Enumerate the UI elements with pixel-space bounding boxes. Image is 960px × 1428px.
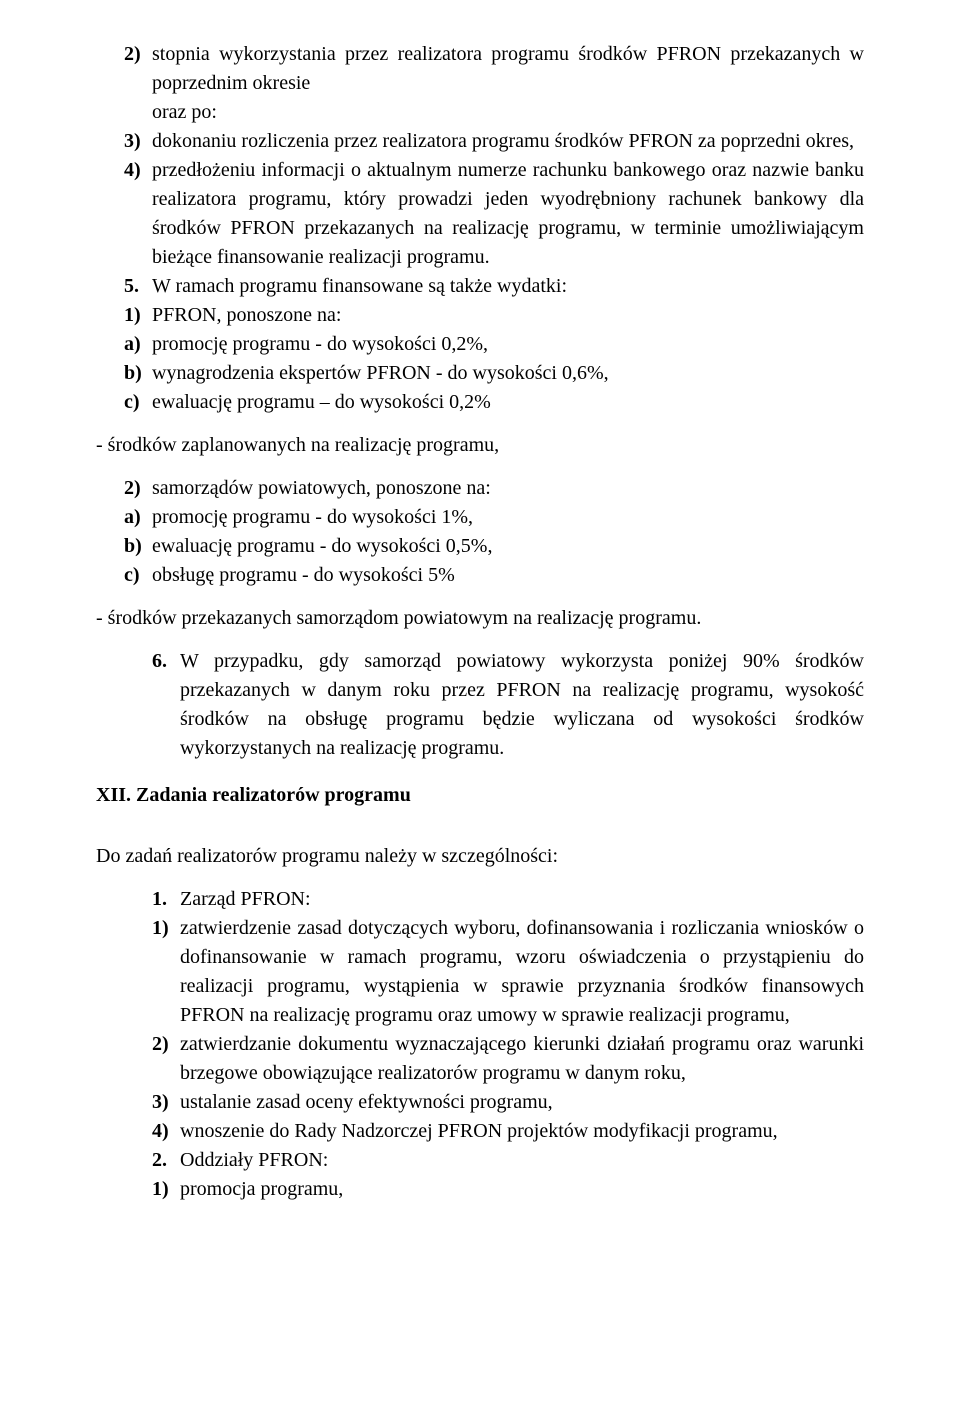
- item-text: PFRON, ponoszone na:: [152, 301, 864, 330]
- document-page: 2) stopnia wykorzystania przez realizato…: [0, 0, 960, 1244]
- list-item: c) obsługę programu - do wysokości 5%: [124, 561, 864, 590]
- item-marker: 6.: [152, 647, 180, 763]
- paragraph-6: 6. W przypadku, gdy samorząd powiatowy w…: [96, 647, 864, 763]
- oraz-po: oraz po:: [124, 98, 864, 127]
- item-text: promocję programu - do wysokości 0,2%,: [152, 330, 864, 359]
- item-text: dokonaniu rozliczenia przez realizatora …: [152, 127, 864, 156]
- list-item: 1. Zarząd PFRON:: [152, 885, 864, 914]
- list-item: 2) stopnia wykorzystania przez realizato…: [124, 40, 864, 98]
- item-marker: 1): [152, 914, 180, 1030]
- section-heading: XII. Zadania realizatorów programu: [96, 781, 864, 810]
- list-item: 1) promocja programu,: [152, 1175, 864, 1204]
- item-text: zatwierdzenie zasad dotyczących wyboru, …: [180, 914, 864, 1030]
- item-marker: c): [124, 388, 152, 417]
- item-marker: 2): [124, 40, 152, 98]
- item-marker: 2): [124, 474, 152, 503]
- item-marker: a): [124, 503, 152, 532]
- item-text: Zarząd PFRON:: [180, 885, 864, 914]
- item-text: W ramach programu finansowane są także w…: [152, 272, 864, 301]
- list-item: 2. Oddziały PFRON:: [152, 1146, 864, 1175]
- dash-line-2: - środków przekazanych samorządom powiat…: [96, 604, 864, 633]
- item-text: wynagrodzenia ekspertów PFRON - do wysok…: [152, 359, 864, 388]
- list-item: a) promocję programu - do wysokości 1%,: [124, 503, 864, 532]
- list-item: c) ewaluację programu – do wysokości 0,2…: [124, 388, 864, 417]
- item-text: wnoszenie do Rady Nadzorczej PFRON proje…: [180, 1117, 864, 1146]
- list-item: b) wynagrodzenia ekspertów PFRON - do wy…: [124, 359, 864, 388]
- item-text: ewaluację programu - do wysokości 0,5%,: [152, 532, 864, 561]
- item-marker: c): [124, 561, 152, 590]
- list-item: b) ewaluację programu - do wysokości 0,5…: [124, 532, 864, 561]
- item-marker: 1): [152, 1175, 180, 1204]
- tasks-block: 1. Zarząd PFRON: 1) zatwierdzenie zasad …: [96, 885, 864, 1204]
- list-item: 4) wnoszenie do Rady Nadzorczej PFRON pr…: [152, 1117, 864, 1146]
- item-text: Oddziały PFRON:: [180, 1146, 864, 1175]
- item-marker: 4): [124, 156, 152, 272]
- item-marker: 5.: [124, 272, 152, 301]
- list-item: 4) przedłożeniu informacji o aktualnym n…: [124, 156, 864, 272]
- item-text: ewaluację programu – do wysokości 0,2%: [152, 388, 864, 417]
- item-text: przedłożeniu informacji o aktualnym nume…: [152, 156, 864, 272]
- list-item: 2) samorządów powiatowych, ponoszone na:: [124, 474, 864, 503]
- list-item: 5. W ramach programu finansowane są takż…: [124, 272, 864, 301]
- intro-line: Do zadań realizatorów programu należy w …: [96, 842, 864, 871]
- item-marker: a): [124, 330, 152, 359]
- item-marker: 3): [124, 127, 152, 156]
- dash-line-1: - środków zaplanowanych na realizację pr…: [96, 431, 864, 460]
- item-text: samorządów powiatowych, ponoszone na:: [152, 474, 864, 503]
- list-block-1: 2) stopnia wykorzystania przez realizato…: [96, 40, 864, 417]
- list-item: a) promocję programu - do wysokości 0,2%…: [124, 330, 864, 359]
- item-marker: 2): [152, 1030, 180, 1088]
- item-marker: b): [124, 359, 152, 388]
- item-text: W przypadku, gdy samorząd powiatowy wyko…: [180, 647, 864, 763]
- item-marker: 1.: [152, 885, 180, 914]
- item-marker: 4): [152, 1117, 180, 1146]
- item-text: obsługę programu - do wysokości 5%: [152, 561, 864, 590]
- list-item: 6. W przypadku, gdy samorząd powiatowy w…: [152, 647, 864, 763]
- list-item: 1) zatwierdzenie zasad dotyczących wybor…: [152, 914, 864, 1030]
- list-block-2: 2) samorządów powiatowych, ponoszone na:…: [96, 474, 864, 590]
- item-marker: 1): [124, 301, 152, 330]
- list-item: 1) PFRON, ponoszone na:: [124, 301, 864, 330]
- item-text: zatwierdzanie dokumentu wyznaczającego k…: [180, 1030, 864, 1088]
- item-marker: 2.: [152, 1146, 180, 1175]
- item-marker: b): [124, 532, 152, 561]
- item-text: promocja programu,: [180, 1175, 864, 1204]
- item-text: promocję programu - do wysokości 1%,: [152, 503, 864, 532]
- list-item: 3) ustalanie zasad oceny efektywności pr…: [152, 1088, 864, 1117]
- item-text: stopnia wykorzystania przez realizatora …: [152, 40, 864, 98]
- list-item: 2) zatwierdzanie dokumentu wyznaczająceg…: [152, 1030, 864, 1088]
- list-item: 3) dokonaniu rozliczenia przez realizato…: [124, 127, 864, 156]
- item-text: ustalanie zasad oceny efektywności progr…: [180, 1088, 864, 1117]
- item-marker: 3): [152, 1088, 180, 1117]
